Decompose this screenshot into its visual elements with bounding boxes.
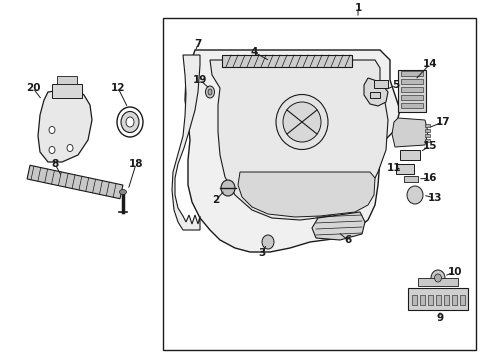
Bar [424, 134, 429, 137]
Bar [369, 92, 379, 98]
Text: 9: 9 [436, 313, 443, 323]
Text: 11: 11 [386, 163, 401, 173]
Text: 15: 15 [422, 141, 436, 151]
Text: 8: 8 [51, 159, 59, 169]
Text: 4: 4 [250, 47, 257, 57]
Text: 10: 10 [447, 267, 461, 277]
Text: 14: 14 [422, 59, 436, 69]
Text: 1: 1 [354, 3, 361, 13]
Bar [373, 80, 387, 88]
Bar [399, 150, 419, 160]
Ellipse shape [121, 112, 139, 132]
Ellipse shape [434, 274, 441, 282]
Ellipse shape [117, 107, 142, 137]
Bar [419, 295, 424, 305]
Text: 18: 18 [128, 159, 143, 169]
Text: 3: 3 [258, 248, 265, 258]
Text: 17: 17 [435, 117, 449, 127]
Polygon shape [38, 88, 92, 162]
Bar [57, 76, 77, 84]
Ellipse shape [207, 89, 212, 95]
Bar [400, 79, 422, 84]
Ellipse shape [49, 126, 55, 134]
Bar [403, 176, 417, 182]
Text: 7: 7 [194, 39, 201, 49]
Ellipse shape [262, 235, 273, 249]
Ellipse shape [67, 144, 73, 152]
Text: 16: 16 [422, 173, 436, 183]
Bar [417, 278, 457, 286]
Polygon shape [311, 212, 364, 240]
Ellipse shape [430, 270, 444, 286]
Polygon shape [209, 60, 387, 220]
Bar [427, 295, 432, 305]
Text: 20: 20 [26, 83, 40, 93]
Polygon shape [238, 172, 374, 217]
Text: 6: 6 [344, 235, 351, 245]
Text: 13: 13 [427, 193, 441, 203]
Ellipse shape [283, 102, 320, 142]
Bar [451, 295, 456, 305]
Bar [400, 103, 422, 108]
Text: 12: 12 [110, 83, 125, 93]
Bar [52, 84, 82, 98]
Polygon shape [172, 55, 200, 230]
Bar [424, 129, 429, 132]
Text: 2: 2 [212, 195, 219, 205]
Ellipse shape [119, 189, 126, 194]
Bar [424, 139, 429, 142]
Polygon shape [391, 118, 427, 147]
Ellipse shape [275, 94, 327, 149]
Text: 5: 5 [391, 80, 399, 90]
Bar [435, 295, 440, 305]
Text: 19: 19 [192, 75, 207, 85]
Polygon shape [363, 78, 387, 106]
Bar [459, 295, 464, 305]
Bar [222, 55, 351, 67]
Bar [397, 70, 425, 112]
Bar [400, 95, 422, 100]
Bar [400, 71, 422, 76]
Bar [443, 295, 448, 305]
Bar [27, 165, 122, 199]
Ellipse shape [406, 186, 422, 204]
Ellipse shape [205, 86, 214, 98]
Bar [424, 124, 429, 127]
Ellipse shape [126, 117, 134, 127]
Bar [411, 295, 416, 305]
Ellipse shape [49, 147, 55, 153]
Ellipse shape [221, 180, 235, 196]
Bar [395, 164, 413, 174]
Bar [163, 18, 475, 350]
Bar [407, 288, 467, 310]
Polygon shape [184, 50, 399, 252]
Bar [400, 87, 422, 92]
